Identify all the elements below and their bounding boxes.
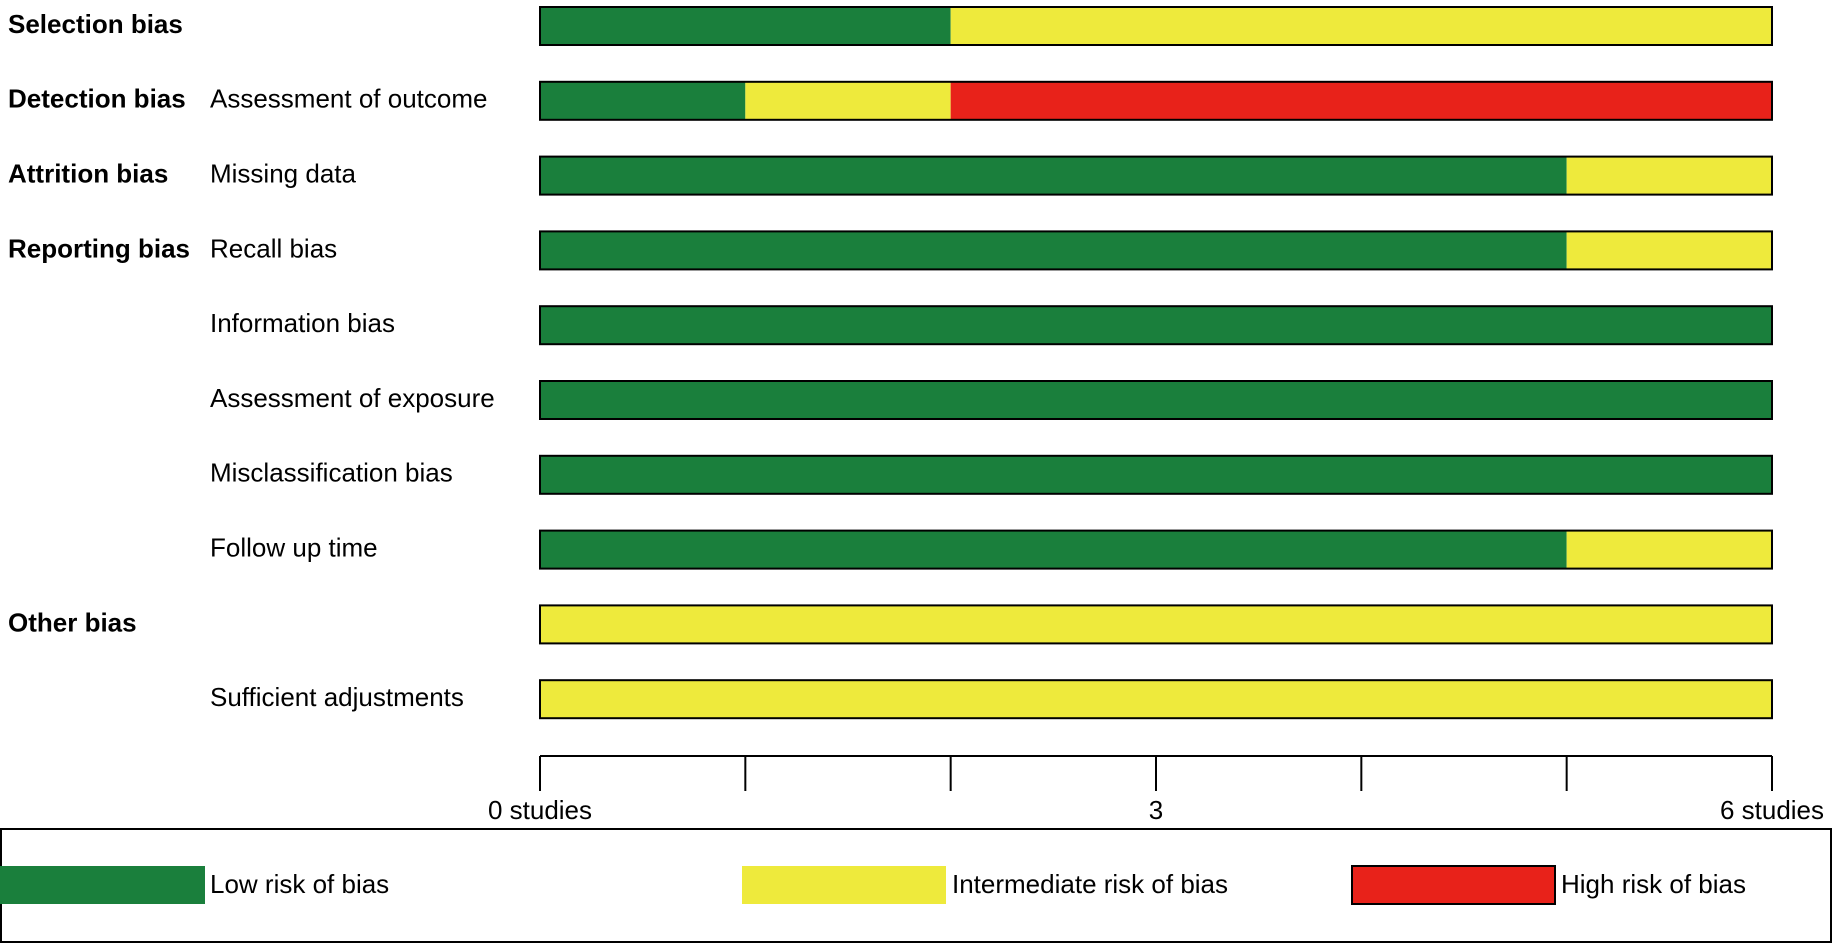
bar-outline (539, 679, 1773, 720)
x-tick-label: 0 studies (488, 795, 592, 825)
legend-swatch (742, 866, 946, 904)
legend-swatch (1351, 865, 1556, 905)
bar-outline (539, 529, 1773, 570)
row-label: Recall bias (210, 233, 337, 263)
group-label: Other bias (8, 607, 137, 637)
x-tick-label: 3 (1149, 795, 1163, 825)
bar-segment (1566, 156, 1772, 195)
bar-segment (540, 156, 1567, 195)
legend-swatch (0, 866, 205, 904)
bar-segment (540, 381, 1772, 419)
bar-segment (540, 530, 1567, 569)
bar-outline (539, 6, 1773, 46)
group-label: Detection bias (8, 84, 186, 114)
bar-segment (540, 605, 1772, 644)
bar-segment (540, 680, 1772, 719)
bar-outline (539, 155, 1773, 196)
row-label: Information bias (210, 308, 395, 338)
bar-outline (539, 80, 1773, 121)
row-label: Sufficient adjustments (210, 682, 464, 712)
bar-segment (1566, 530, 1772, 569)
bar-segment (540, 231, 1567, 270)
bar-outline (539, 454, 1773, 495)
bar-segment (540, 7, 951, 45)
row-label: Misclassification bias (210, 458, 453, 488)
bar-segment (540, 455, 1772, 494)
bar-segment (540, 81, 746, 120)
bar-outline (539, 380, 1773, 420)
group-label: Attrition bias (8, 158, 168, 188)
bar-segment (950, 81, 1772, 120)
row-label: Missing data (210, 158, 356, 188)
bar-segment (540, 306, 1772, 345)
legend-label: Low risk of bias (210, 869, 389, 899)
group-label: Selection bias (8, 9, 183, 39)
bar-segment (745, 81, 951, 120)
row-label: Follow up time (210, 532, 378, 562)
row-label: Assessment of outcome (210, 84, 487, 114)
bar-segment (1566, 231, 1772, 270)
legend-label: High risk of bias (1561, 869, 1746, 899)
row-label: Assessment of exposure (210, 383, 495, 413)
bar-segment (950, 7, 1772, 45)
legend-label: Intermediate risk of bias (952, 869, 1228, 899)
group-label: Reporting bias (8, 233, 190, 263)
bar-outline (539, 230, 1773, 271)
bar-outline (539, 305, 1773, 346)
bar-outline (539, 604, 1773, 645)
x-tick-label: 6 studies (1720, 795, 1824, 825)
